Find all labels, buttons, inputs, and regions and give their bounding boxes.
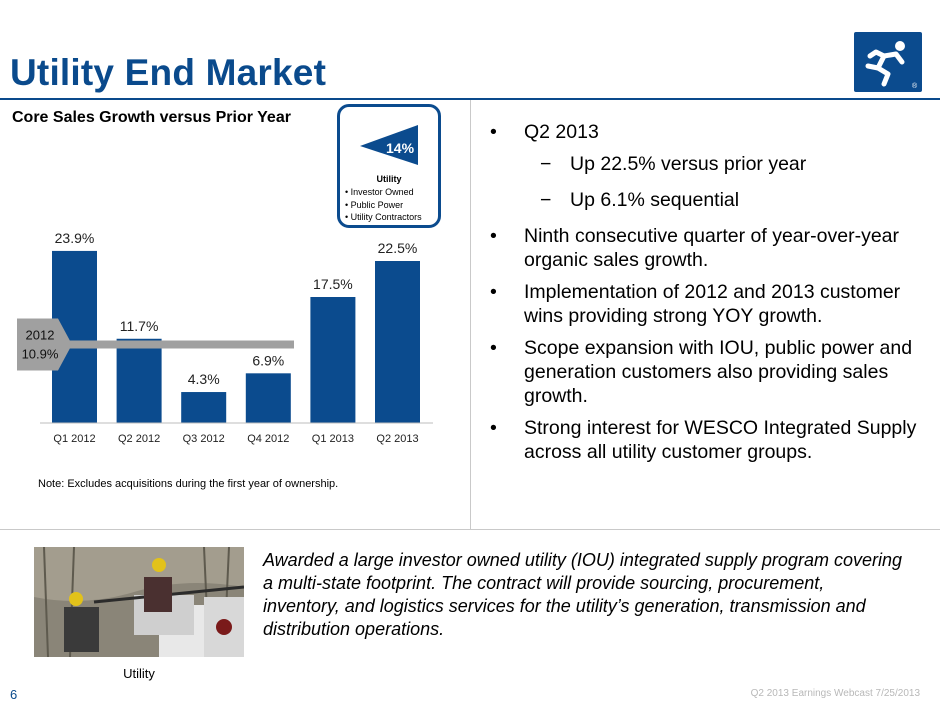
segment-share-icon <box>360 125 418 165</box>
photo-caption: Utility <box>123 666 155 681</box>
chart-note: Note: Excludes acquisitions during the f… <box>38 478 339 490</box>
award-text: Awarded a large investor owned utility (… <box>263 550 902 639</box>
segment-item: • Investor Owned <box>345 187 414 197</box>
segment-callout: 14% Utility • Investor Owned • Public Po… <box>337 104 441 228</box>
bullet-icon: • <box>490 337 497 359</box>
growth-bar-chart: 23.9% Q1 2012 11.7% Q2 2012 4.3% Q3 2012 6.9% Q… <box>17 230 433 445</box>
chart-bar <box>310 297 356 423</box>
sub-bullet-item: − Up 6.1% sequential <box>540 189 740 211</box>
reference-label-shape <box>17 318 72 371</box>
data-label: 17.5% <box>313 276 353 292</box>
footer-text: Q2 2013 Earnings Webcast 7/25/2013 <box>750 688 920 699</box>
segment-heading: Utility <box>376 174 402 184</box>
x-tick-label: Q3 2012 <box>183 433 225 445</box>
horizontal-divider <box>0 529 940 530</box>
company-logo: ® <box>854 32 922 92</box>
segment-percent: 14% <box>386 140 415 156</box>
highlights-list: • Q2 2013 − Up 22.5% versus prior year − Up… <box>490 120 920 472</box>
segment-list: • Investor Owned • Public Power • Utilit… <box>345 186 422 224</box>
segment-item: • Utility Contractors <box>345 212 422 222</box>
x-tick-label: Q2 2012 <box>118 433 160 445</box>
segment-item: • Public Power <box>345 199 404 210</box>
page-number: 6 <box>10 687 18 702</box>
reference-value-label: 10.9% <box>22 347 59 362</box>
chart-title: Core Sales Growth versus Prior Year <box>12 109 291 126</box>
bullet-item: • Ninth consecutive quarter of year-over-… <box>490 225 900 271</box>
data-label: 4.3% <box>188 371 220 387</box>
chart-bar <box>181 392 227 423</box>
bullet-item: • Strong interest for WESCO Integrated Su… <box>490 417 917 463</box>
page-title: Utility End Market <box>10 52 327 93</box>
data-label: 22.5% <box>378 240 418 256</box>
x-tick-label: Q1 2013 <box>312 433 354 445</box>
bullet-icon: • <box>490 225 497 247</box>
data-label: 11.7% <box>120 318 159 334</box>
x-tick-label: Q4 2012 <box>247 433 289 445</box>
x-tick-label: Q1 2012 <box>53 433 95 445</box>
registered-mark: ® <box>912 82 918 90</box>
chart-bar <box>116 338 162 423</box>
bullet-icon: • <box>490 417 497 439</box>
data-label: 23.9% <box>55 230 95 246</box>
reference-year-label: 2012 <box>26 328 55 343</box>
bullet-icon: • <box>490 121 497 143</box>
x-tick-label: Q2 2013 <box>376 433 418 445</box>
bullet-item: • Q2 2013 <box>490 121 599 143</box>
dash-icon: − <box>540 189 552 211</box>
dash-icon: − <box>540 153 552 175</box>
data-label: 6.9% <box>252 352 284 368</box>
chart-bar <box>245 373 291 423</box>
bullet-item: • Implementation of 2012 and 2013 custome… <box>490 281 901 327</box>
running-man-logo-icon: ® <box>865 41 918 90</box>
title-divider <box>0 98 940 100</box>
bullet-item: • Scope expansion with IOU, public power … <box>490 337 913 407</box>
utility-workers-photo <box>34 547 244 657</box>
vertical-divider <box>470 100 471 530</box>
chart-bar <box>375 261 420 423</box>
sub-bullet-item: − Up 22.5% versus prior year <box>540 153 807 175</box>
bullet-icon: • <box>490 281 497 303</box>
